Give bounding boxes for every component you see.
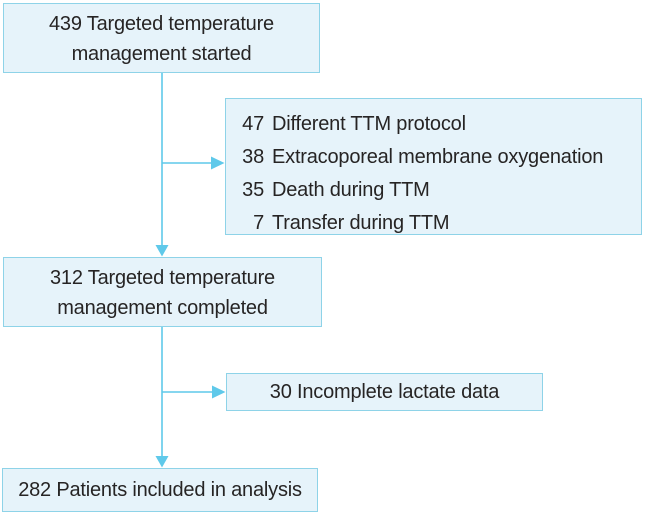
exclusion-item: 47 Different TTM protocol bbox=[240, 108, 635, 141]
exclusion-count: 47 bbox=[242, 113, 264, 135]
arrow-branch-ttm-exclusions-icon bbox=[162, 156, 225, 170]
node-incomplete-lactate: 30 Incomplete lactate data bbox=[226, 373, 543, 411]
node-ttm-started: 439 Targeted temperature management star… bbox=[3, 3, 320, 73]
arrow-started-to-completed-icon bbox=[155, 73, 169, 257]
arrow-completed-to-analysis-icon bbox=[155, 327, 169, 468]
node-incomplete-lactate-label: 30 Incomplete lactate data bbox=[269, 380, 500, 403]
exclusion-label: Different TTM protocol bbox=[272, 113, 466, 135]
exclusion-count: 35 bbox=[242, 179, 264, 201]
exclusion-label: Transfer during TTM bbox=[272, 212, 450, 234]
exclusion-item: 38 Extracoporeal membrane oxygenation bbox=[240, 141, 635, 174]
exclusion-label: Extracoporeal membrane oxygenation bbox=[272, 146, 604, 168]
exclusion-item: 35 Death during TTM bbox=[240, 174, 635, 207]
node-ttm-started-line2: management started bbox=[71, 43, 252, 65]
arrow-branch-lactate-exclusion-icon bbox=[162, 385, 226, 399]
exclusion-label: Death during TTM bbox=[272, 179, 430, 201]
exclusion-item: 7 Transfer during TTM bbox=[240, 207, 635, 240]
exclusion-count: 7 bbox=[253, 212, 264, 234]
node-ttm-completed-line1: 312 Targeted temperature bbox=[50, 267, 275, 289]
node-ttm-exclusions: 47 Different TTM protocol 38 Extracoporeal… bbox=[225, 98, 642, 235]
node-ttm-completed: 312 Targeted temperature management comp… bbox=[3, 257, 322, 327]
node-ttm-started-line1: 439 Targeted temperature bbox=[49, 13, 274, 35]
node-ttm-completed-line2: management completed bbox=[57, 297, 268, 319]
node-included-in-analysis: 282 Patients included in analysis bbox=[2, 468, 318, 512]
node-included-in-analysis-label: 282 Patients included in analysis bbox=[18, 478, 302, 501]
exclusion-count: 38 bbox=[242, 146, 264, 168]
